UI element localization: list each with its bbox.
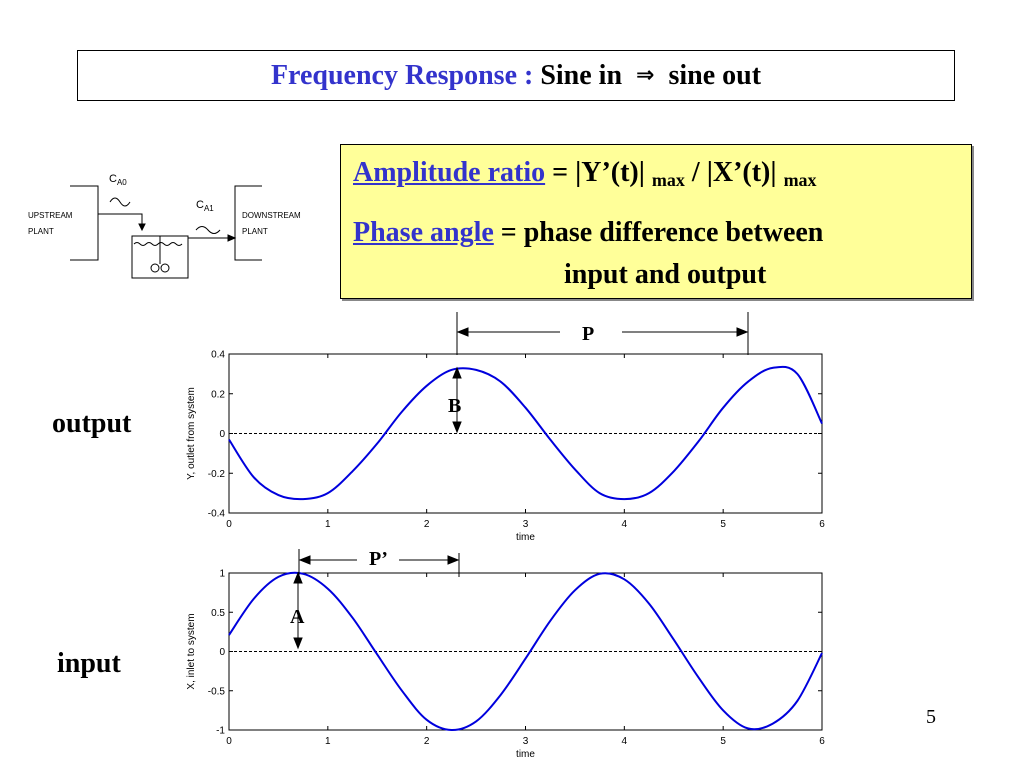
plot-frame — [228, 572, 823, 731]
input-label: input — [57, 648, 121, 679]
amp-eq-text: = |Y’(t)| — [545, 157, 652, 188]
x-axis-label: time — [516, 749, 535, 760]
plot-frame — [228, 353, 823, 514]
p-arrowhead-right — [736, 327, 749, 337]
p-arrowhead-left — [456, 327, 469, 337]
a-arrowhead-down — [293, 637, 303, 650]
amplitude-ratio-definition: Amplitude ratio = |Y’(t)| max / |X’(t)| … — [353, 157, 817, 191]
y-tick-label: -1 — [216, 726, 225, 737]
cstr-tank — [131, 235, 189, 279]
amplitude-ratio-term: Amplitude ratio — [353, 157, 546, 188]
y-tick-label: 0 — [219, 429, 225, 440]
y-tick-label: -0.5 — [208, 686, 226, 697]
impeller-right — [160, 263, 170, 273]
title-colored: Frequency Response : — [270, 59, 534, 91]
implies-arrow: ⇒ — [636, 63, 655, 88]
x-axis-label: time — [516, 532, 535, 543]
y-axis-label: Y, outlet from system — [186, 387, 197, 480]
upstream-plant-box — [70, 185, 99, 261]
slide-title: Frequency Response : Sine in ⇒ sine out — [77, 50, 955, 101]
x-tick-label: 4 — [622, 736, 628, 747]
period-label-p-prime: P’ — [369, 548, 388, 570]
phase-rest-text: = phase difference between — [493, 217, 824, 248]
ca0-wave-icon — [109, 197, 131, 207]
y-tick-label: -0.2 — [208, 469, 226, 480]
series-line — [228, 365, 823, 501]
inlet-arrowhead — [138, 223, 146, 232]
x-tick-label: 2 — [424, 736, 430, 747]
x-tick-label: 1 — [325, 519, 331, 530]
pprime-arrowhead-right — [447, 555, 460, 565]
b-arrowhead-down — [452, 421, 462, 434]
output-label: output — [52, 408, 132, 439]
amp-sub-1: max — [651, 170, 685, 190]
x-tick-label: 6 — [819, 736, 825, 747]
downstream-label-1: DOWNSTREAM — [242, 211, 301, 220]
downstream-plant-box — [234, 185, 262, 261]
x-tick-label: 4 — [622, 519, 628, 530]
definitions-box: Amplitude ratio = |Y’(t)| max / |X’(t)| … — [340, 144, 972, 299]
y-tick-label: 0.5 — [211, 608, 225, 619]
upstream-label-2: PLANT — [28, 227, 54, 236]
amplitude-label-a: A — [290, 606, 305, 628]
pprime-arrowhead-left — [298, 555, 311, 565]
upstream-label-1: UPSTREAM — [28, 211, 73, 220]
ca1-wave-icon — [195, 226, 221, 234]
x-tick-label: 3 — [523, 736, 529, 747]
b-arrowhead-up — [452, 366, 462, 379]
title-sine-in: Sine in — [540, 59, 623, 91]
liquid-surface — [133, 242, 183, 246]
y-axis-label: X, inlet to system — [186, 613, 197, 689]
phase-angle-term: Phase angle — [353, 217, 494, 248]
x-tick-label: 5 — [720, 519, 726, 530]
x-tick-label: 0 — [226, 519, 232, 530]
inlet-pipe — [98, 213, 143, 226]
x-tick-label: 2 — [424, 519, 430, 530]
period-label-p: P — [582, 323, 594, 345]
ca0-label: CA0 — [109, 173, 127, 187]
downstream-label-2: PLANT — [242, 227, 268, 236]
x-tick-label: 5 — [720, 736, 726, 747]
a-arrowhead-up — [293, 571, 303, 584]
phase-angle-definition: Phase angle = phase difference between — [353, 217, 823, 249]
x-tick-label: 1 — [325, 736, 331, 747]
impeller-left — [150, 263, 160, 273]
ca1-label: CA1 — [196, 199, 214, 213]
x-tick-label: 6 — [819, 519, 825, 530]
outlet-arrowhead — [227, 234, 237, 242]
x-tick-label: 0 — [226, 736, 232, 747]
y-tick-label: -0.4 — [208, 509, 226, 520]
amp-mid-text: / |X’(t)| — [684, 157, 784, 188]
amplitude-label-b: B — [448, 395, 461, 417]
page-number: 5 — [926, 706, 936, 728]
output-chart: 0 1 2 3 4 5 6 0.4 0.2 0 -0.2 -0.4 time Y, outlet from… — [186, 350, 825, 544]
y-tick-label: 1 — [219, 569, 225, 580]
period-annotations — [293, 312, 749, 650]
y-tick-label: 0 — [219, 647, 225, 658]
amp-sub-2: max — [783, 170, 817, 190]
y-tick-label: 0.4 — [211, 350, 225, 361]
x-tick-label: 3 — [523, 519, 529, 530]
input-chart: 0 1 2 3 4 5 6 1 0.5 0 -0.5 -1 time X, inlet to system — [186, 569, 825, 761]
y-tick-label: 0.2 — [211, 389, 225, 400]
phase-angle-continuation: input and output — [564, 259, 767, 290]
title-sine-out: sine out — [668, 59, 762, 91]
series-line — [228, 571, 823, 732]
